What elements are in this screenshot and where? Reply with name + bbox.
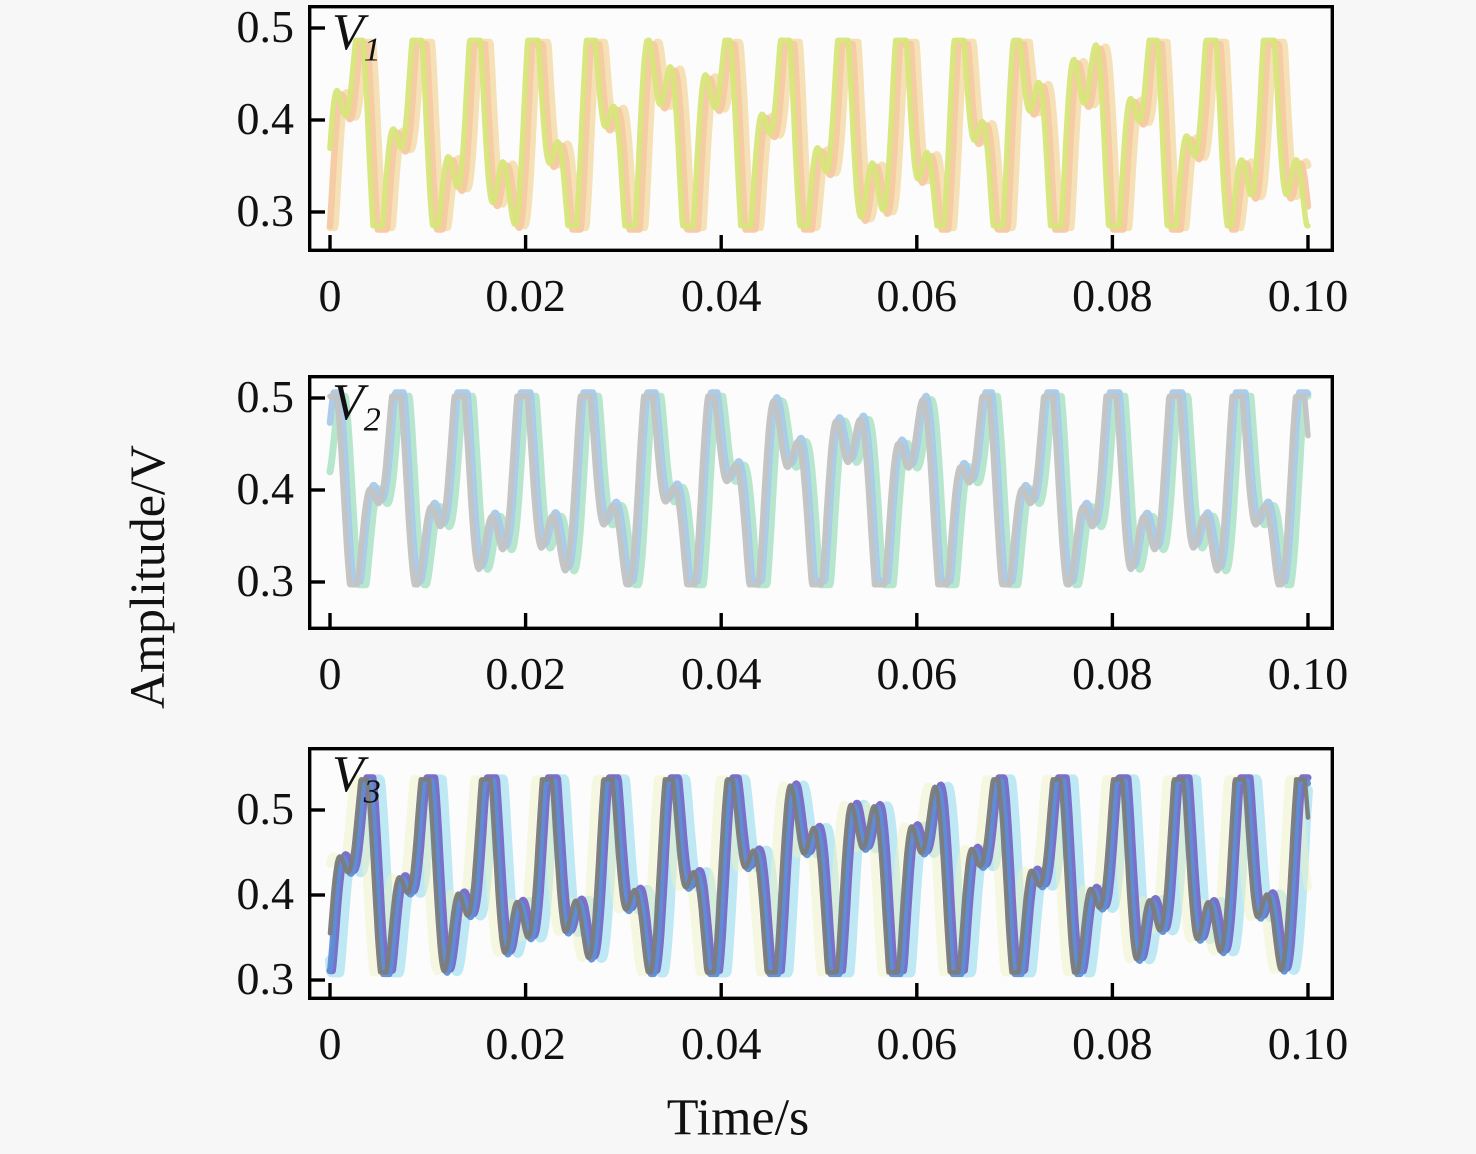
- y-tick-label: 0.4: [236, 868, 295, 919]
- x-tick-label: 0.06: [876, 270, 958, 321]
- panel-v1: V1 0.5 0.4 0.3 0 0.02 0.04 0.06 0.08 0.10: [237, 1, 1349, 321]
- x-tick-label: 0.08: [1072, 648, 1153, 699]
- x-tick-label: 0.02: [485, 270, 566, 321]
- trace-mint: [326, 392, 1312, 589]
- x-tick-label: 0: [318, 270, 342, 321]
- y-tick-label: 0.5: [236, 1, 295, 52]
- y-tick-label: 0.3: [236, 554, 295, 606]
- waveform-plot-v1: [308, 5, 1334, 252]
- axes-border: [308, 5, 1334, 252]
- panel-v3: V3 0.5 0.4 0.3 0 0.02 0.04 0.06 0.08 0.10: [237, 746, 1348, 1069]
- trace-paleyellow: [326, 775, 1312, 977]
- panel-label-v3: V3: [332, 746, 381, 811]
- y-tick-label: 0.3: [236, 184, 295, 236]
- x-tick-label: 0.08: [1072, 270, 1153, 321]
- x-tick-label: 0.08: [1072, 1018, 1153, 1069]
- x-axis-title: Time/s: [666, 1089, 810, 1147]
- waveform-plot-v3: [308, 747, 1334, 1000]
- axes-border: [308, 747, 1334, 1000]
- y-tick-label: 0.5: [236, 782, 295, 834]
- x-tick-label: 0: [318, 1018, 342, 1069]
- x-tick-label: 0.04: [680, 270, 762, 321]
- trace-peach: [326, 40, 1312, 233]
- panel-v2: V2 0.5 0.4 0.3 0 0.02 0.04 0.06 0.08 0.10: [237, 371, 1349, 699]
- x-tick-label: 0.06: [876, 648, 958, 699]
- x-tick-label: 0: [318, 648, 342, 699]
- x-tick-label: 0.04: [680, 648, 762, 699]
- panel-label-v1: V1: [332, 4, 381, 69]
- x-tick-label: 0.02: [485, 1018, 566, 1069]
- y-tick-label: 0.4: [236, 462, 295, 514]
- x-tick-label: 0.04: [680, 1018, 762, 1069]
- y-tick-label: 0.5: [236, 371, 295, 422]
- trace-gray: [327, 777, 1311, 975]
- y-tick-label: 0.3: [236, 953, 295, 1005]
- x-tick-label: 0.10: [1267, 1018, 1349, 1069]
- x-tick-label: 0.02: [485, 648, 566, 699]
- x-tick-label: 0.10: [1267, 270, 1349, 321]
- x-tick-label: 0.06: [876, 1018, 958, 1069]
- y-axis-title: Amplitude/V: [119, 445, 175, 709]
- waveform-plot-v2: [308, 375, 1334, 630]
- x-tick-label: 0.10: [1267, 648, 1349, 699]
- trace-green: [327, 37, 1311, 229]
- panel-label-v2: V2: [332, 374, 381, 439]
- y-tick-label: 0.4: [236, 92, 295, 144]
- trace-blue: [327, 778, 1311, 978]
- axes-border: [308, 375, 1334, 630]
- trace-gray: [327, 393, 1311, 588]
